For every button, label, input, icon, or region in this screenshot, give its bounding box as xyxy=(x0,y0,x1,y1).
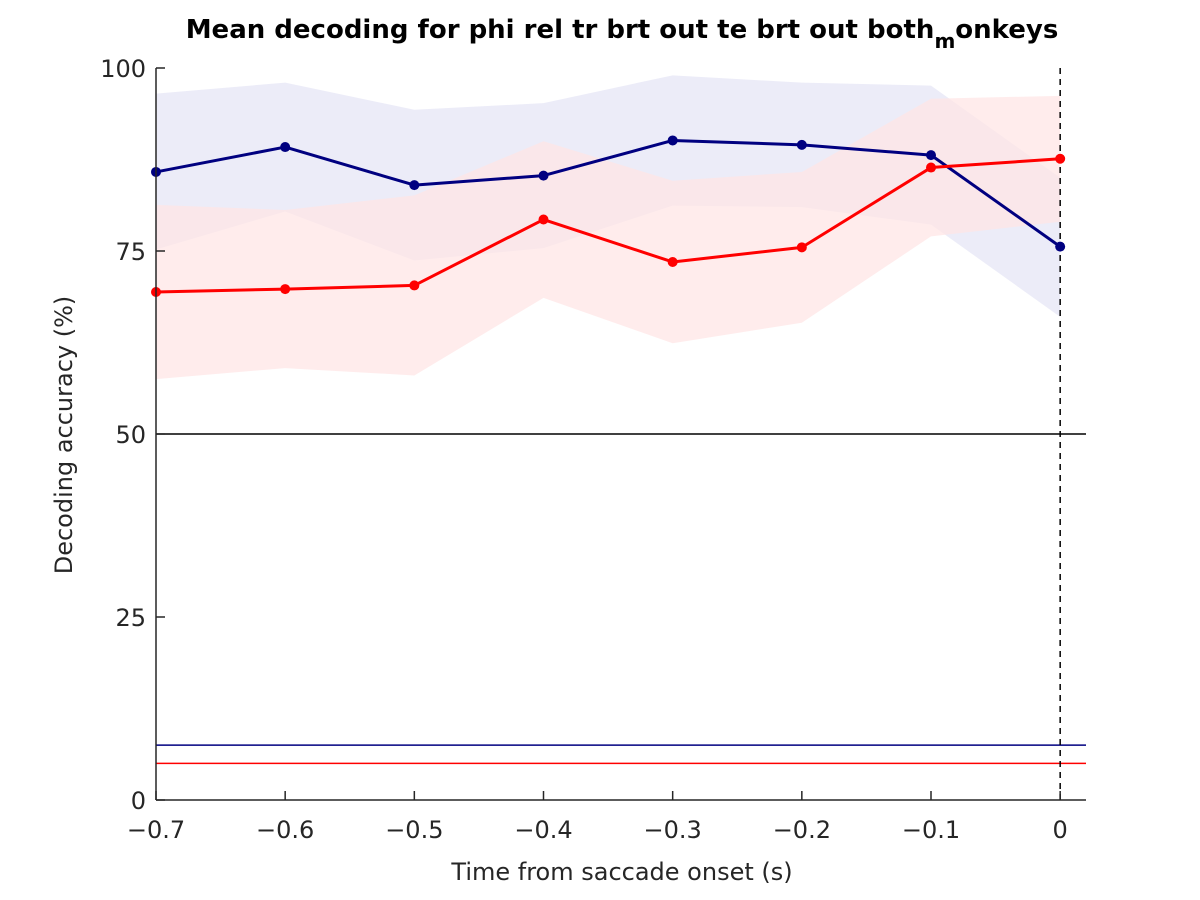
data-point xyxy=(280,284,291,295)
reference-lines xyxy=(156,68,1086,800)
series-line-1 xyxy=(155,138,1062,248)
y-tick-label: 75 xyxy=(115,238,146,266)
data-point xyxy=(667,135,678,146)
data-point xyxy=(409,180,420,191)
x-tick-label: −0.6 xyxy=(256,816,314,844)
x-tick-label: −0.1 xyxy=(902,816,960,844)
confidence-bands xyxy=(156,75,1061,380)
data-point xyxy=(926,162,936,173)
x-tick-label: −0.2 xyxy=(773,816,831,844)
x-tick-label: −0.5 xyxy=(385,816,443,844)
chart-title-suffix: onkeys xyxy=(955,15,1058,45)
x-tick-label: −0.7 xyxy=(127,816,185,844)
y-tick-label: 0 xyxy=(131,787,146,815)
data-point xyxy=(926,150,936,161)
data-point xyxy=(1055,241,1066,252)
y-tick-label: 100 xyxy=(100,55,146,83)
chart-title-main: Mean decoding for phi rel tr brt out te … xyxy=(186,15,935,45)
chart-title-subscript: m xyxy=(934,29,955,53)
y-axis-label: Decoding accuracy (%) xyxy=(50,296,78,575)
data-point xyxy=(1055,153,1066,164)
x-tick-label: −0.3 xyxy=(644,816,702,844)
x-tick-label: −0.4 xyxy=(514,816,572,844)
data-point xyxy=(796,242,807,253)
axes: −0.7 −0.6 −0.5 −0.4 −0.3 −0.2 −0.1 0 0 25 50 75 100 xyxy=(100,55,1086,844)
data-point xyxy=(538,214,549,225)
series-line-2 xyxy=(155,157,1061,294)
x-axis-label: Time from saccade onset (s) xyxy=(450,858,792,886)
data-point xyxy=(796,139,807,150)
data-point xyxy=(667,256,678,267)
data-point xyxy=(280,142,291,153)
data-point xyxy=(538,170,549,181)
data-series xyxy=(151,135,1066,297)
data-point xyxy=(409,280,420,291)
y-tick-label: 25 xyxy=(115,604,146,632)
x-tick-label: 0 xyxy=(1053,816,1068,844)
confidence-band-2 xyxy=(156,95,1061,380)
y-tick-label: 50 xyxy=(115,421,146,449)
chart-title: Mean decoding for phi rel tr brt out te … xyxy=(186,15,1059,53)
